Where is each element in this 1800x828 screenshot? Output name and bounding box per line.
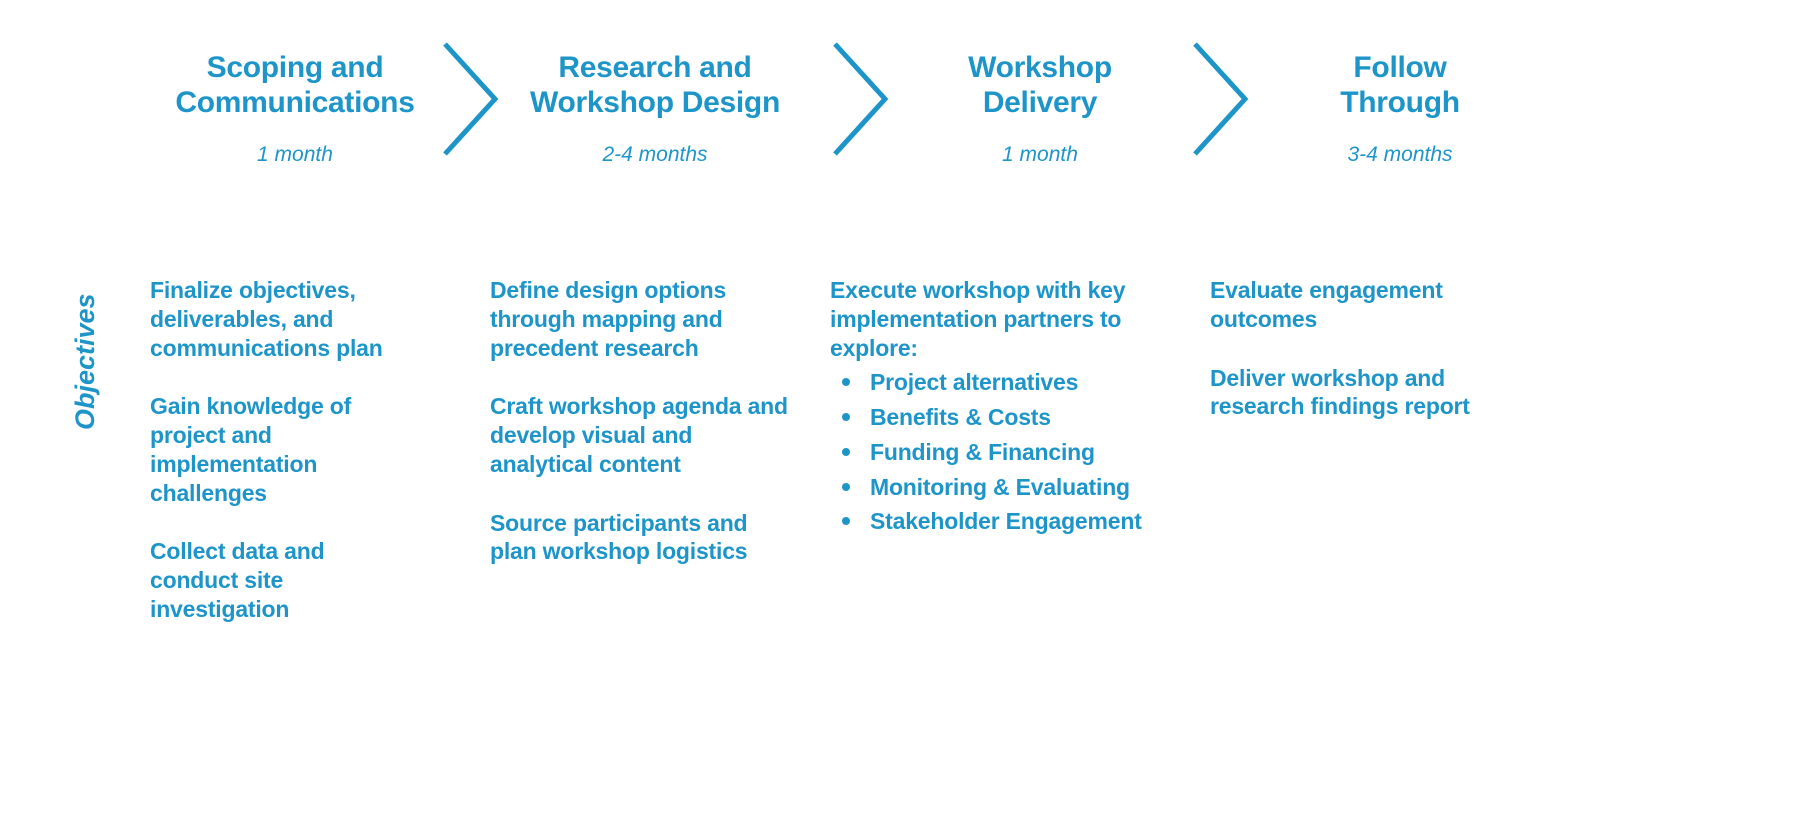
phase-title-line: Communications: [175, 86, 414, 119]
objective-item: Finalize objectives, deliverables, and c…: [150, 276, 400, 362]
bullet-item: Monitoring & Evaluating: [836, 473, 1180, 502]
objective-item: Craft workshop agenda and develop visual…: [490, 392, 800, 478]
bullet-item: Project alternatives: [836, 368, 1180, 397]
phase-title: Scoping and Communications: [175, 50, 414, 121]
objective-item: Execute workshop with key implementation…: [830, 276, 1180, 542]
objective-item: Source participants and plan workshop lo…: [490, 509, 800, 567]
chevron-gap: [440, 50, 500, 158]
phase-header-2: Workshop Delivery 1 month: [910, 50, 1170, 167]
process-diagram: Scoping and Communications 1 month Resea…: [0, 0, 1800, 828]
objective-item: Evaluate engagement outcomes: [1210, 276, 1500, 334]
objective-item: Gain knowledge of project and implementa…: [150, 392, 400, 507]
phase-body-3: Evaluate engagement outcomes Deliver wor…: [1210, 276, 1500, 421]
phase-duration: 3-4 months: [1347, 143, 1452, 167]
phase-body-0: Finalize objectives, deliverables, and c…: [150, 276, 400, 624]
phase-body-1: Define design options through mapping an…: [490, 276, 800, 566]
bullet-item: Stakeholder Engagement: [836, 507, 1180, 536]
phase-title-line: Scoping and: [207, 51, 384, 84]
phase-header-3: Follow Through 3-4 months: [1270, 50, 1530, 167]
objective-item: Define design options through mapping an…: [490, 276, 800, 362]
phase-body-2: Execute workshop with key implementation…: [830, 276, 1180, 542]
chevron-gap: [1170, 50, 1270, 158]
objective-bullets: Project alternatives Benefits & Costs Fu…: [830, 368, 1180, 536]
phase-title-line: Delivery: [983, 86, 1097, 119]
phase-duration: 1 month: [257, 143, 333, 167]
phase-title: Follow Through: [1340, 50, 1460, 121]
chevron-gap: [810, 50, 910, 158]
chevron-right-icon: [831, 40, 889, 158]
phase-title-line: Through: [1340, 86, 1460, 119]
phase-title-line: Follow: [1353, 51, 1446, 84]
phase-title: Workshop Delivery: [968, 50, 1112, 121]
bullet-item: Funding & Financing: [836, 438, 1180, 467]
chevron-right-icon: [1191, 40, 1249, 158]
phase-title-line: Workshop Design: [530, 86, 780, 119]
phase-header-row: Scoping and Communications 1 month Resea…: [150, 50, 1710, 220]
phase-body-row: Finalize objectives, deliverables, and c…: [150, 276, 1710, 624]
phase-title-line: Workshop: [968, 51, 1112, 84]
phase-title: Research and Workshop Design: [530, 50, 780, 121]
phase-title-line: Research and: [558, 51, 751, 84]
side-label-objectives: Objectives: [70, 293, 101, 430]
objective-item: Collect data and conduct site investigat…: [150, 537, 400, 623]
phase-duration: 2-4 months: [602, 143, 707, 167]
phase-header-0: Scoping and Communications 1 month: [150, 50, 440, 167]
bullet-item: Benefits & Costs: [836, 403, 1180, 432]
chevron-right-icon: [441, 40, 499, 158]
objective-lead: Execute workshop with key implementation…: [830, 276, 1180, 362]
phase-duration: 1 month: [1002, 143, 1078, 167]
objective-item: Deliver workshop and research findings r…: [1210, 364, 1500, 422]
phase-header-1: Research and Workshop Design 2-4 months: [500, 50, 810, 167]
